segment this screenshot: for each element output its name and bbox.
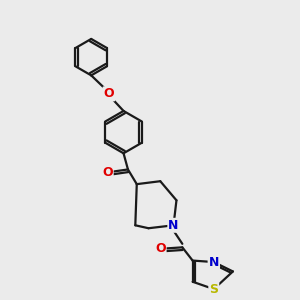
Text: N: N	[208, 256, 219, 268]
Text: O: O	[103, 87, 114, 101]
Text: N: N	[168, 219, 179, 232]
Text: O: O	[102, 166, 113, 179]
Text: S: S	[209, 283, 218, 296]
Text: O: O	[155, 242, 166, 255]
